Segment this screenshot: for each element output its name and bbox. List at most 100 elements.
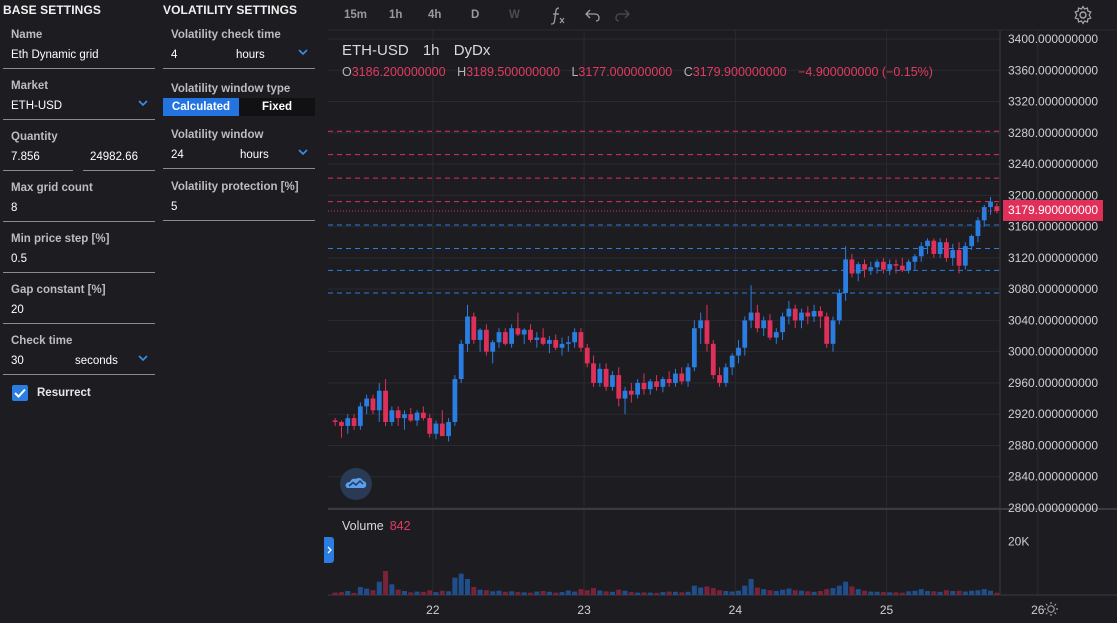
volume-bar xyxy=(805,591,811,595)
interval-15m-button[interactable]: 15m xyxy=(344,9,368,21)
candle-body xyxy=(773,332,779,338)
candle-body xyxy=(572,332,578,343)
interval-d-button[interactable]: D xyxy=(471,9,480,21)
candle-body xyxy=(515,328,521,335)
candle-body xyxy=(698,320,704,329)
volatility-protection-value[interactable]: 5 xyxy=(171,201,178,213)
price-axis-label: 3000.000000000 xyxy=(1008,345,1098,359)
interval-4h-button[interactable]: 4h xyxy=(428,9,442,21)
min-step-field[interactable]: Min price step [%] 0.5 xyxy=(3,233,155,279)
market-underline xyxy=(3,119,155,120)
name-value[interactable]: Eth Dynamic grid xyxy=(11,49,99,61)
volume-bar xyxy=(565,590,571,595)
candle-body xyxy=(654,381,659,387)
price-axis-label: 2880.000000000 xyxy=(1008,438,1098,452)
min-step-value[interactable]: 0.5 xyxy=(11,253,27,265)
volume-bar xyxy=(836,585,842,595)
check-time-value[interactable]: 30 xyxy=(11,355,24,367)
chart-canvas[interactable]: 3400.000000000 3360.000000000 3320.0000000… xyxy=(328,0,1117,623)
function-icon[interactable] xyxy=(550,6,566,26)
volume-bar xyxy=(376,581,382,595)
volume-bar xyxy=(628,592,634,595)
max-grid-underline xyxy=(3,221,155,222)
candle-body xyxy=(874,261,880,268)
price-axis-label: 3320.000000000 xyxy=(1008,95,1098,109)
tradingview-logo-icon[interactable] xyxy=(340,468,372,500)
close-label: C xyxy=(683,65,693,79)
candle-body xyxy=(862,264,867,270)
candle-body xyxy=(666,379,672,383)
check-time-unit[interactable]: seconds xyxy=(75,355,118,367)
volume-bar xyxy=(710,588,716,595)
volatility-window-field[interactable]: Volatility window 24 hours xyxy=(163,129,315,175)
volume-bar xyxy=(616,589,622,595)
redo-icon[interactable] xyxy=(614,8,630,22)
volume-bar xyxy=(761,589,767,595)
chevron-down-icon[interactable] xyxy=(138,98,148,108)
sun-settings-icon[interactable] xyxy=(1043,601,1059,617)
candle-body xyxy=(420,412,426,419)
check-time-field[interactable]: Check time 30 seconds xyxy=(3,335,155,381)
price-chart[interactable]: 15m 1h 4h D W 3400.000000000 3360.0000000… xyxy=(324,0,1117,623)
collapse-panel-button[interactable] xyxy=(324,537,334,563)
market-value[interactable]: ETH-USD xyxy=(11,100,63,112)
name-field[interactable]: Name Eth Dynamic grid xyxy=(3,29,155,75)
candle-body xyxy=(408,414,414,421)
candle-body xyxy=(836,293,842,321)
candle-body xyxy=(565,342,571,344)
volatility-window-value[interactable]: 24 xyxy=(171,149,184,161)
candle-body xyxy=(767,320,773,338)
chevron-down-icon[interactable] xyxy=(138,353,148,363)
volume-bar xyxy=(855,589,861,595)
candle-body xyxy=(471,316,477,340)
volume-bar xyxy=(988,590,994,595)
volatility-check-time-field[interactable]: Volatility check time 4 hours xyxy=(163,29,315,75)
volatility-check-time-value[interactable]: 4 xyxy=(171,49,178,61)
high-value: 3189.500000000 xyxy=(466,65,560,79)
volume-bar xyxy=(899,592,905,595)
min-step-underline xyxy=(3,272,155,273)
volatility-protection-field[interactable]: Volatility protection [%] 5 xyxy=(163,181,315,227)
price-axis-label: 3240.000000000 xyxy=(1008,157,1098,171)
price-axis-label: 2800.000000000 xyxy=(1008,501,1098,515)
chevron-down-icon[interactable] xyxy=(298,147,308,157)
market-select[interactable]: Market ETH-USD xyxy=(3,80,155,126)
volatility-check-time-unit[interactable]: hours xyxy=(236,49,265,61)
gap-value[interactable]: 20 xyxy=(11,304,24,316)
max-grid-value[interactable]: 8 xyxy=(11,202,18,214)
volatility-window-type-toggle[interactable]: Calculated Fixed xyxy=(163,98,315,116)
quantity-field[interactable]: Quantity 7.856 24982.66 xyxy=(3,131,155,177)
candle-body xyxy=(950,250,956,258)
candle-body xyxy=(729,355,735,368)
gap-label: Gap constant [%] xyxy=(11,284,106,296)
time-axis-label: 23 xyxy=(577,603,591,617)
volatility-window-label: Volatility window xyxy=(171,129,264,141)
interval-w-button[interactable]: W xyxy=(509,9,520,21)
price-axis-label: 3080.000000000 xyxy=(1008,282,1098,296)
volume-bar xyxy=(578,589,584,595)
resurrect-checkbox[interactable] xyxy=(12,385,28,401)
volume-bar xyxy=(918,589,924,595)
quantity-usd-value[interactable]: 24982.66 xyxy=(90,151,138,163)
interval-1h-button[interactable]: 1h xyxy=(389,9,403,21)
gear-icon[interactable] xyxy=(1073,5,1093,25)
fixed-option[interactable]: Fixed xyxy=(261,101,293,113)
volume-bar xyxy=(515,592,521,595)
candle-body xyxy=(685,367,691,382)
gap-field[interactable]: Gap constant [%] 20 xyxy=(3,284,155,330)
volume-bar xyxy=(389,584,395,595)
volume-bar xyxy=(698,587,704,595)
max-grid-field[interactable]: Max grid count 8 xyxy=(3,182,155,228)
volume-bar xyxy=(666,591,672,595)
candle-body xyxy=(603,368,609,387)
volume-bar xyxy=(931,591,937,595)
undo-icon[interactable] xyxy=(585,8,601,22)
quantity-value[interactable]: 7.856 xyxy=(11,151,40,163)
candle-body xyxy=(824,316,830,344)
chevron-down-icon[interactable] xyxy=(298,47,308,57)
calculated-option[interactable]: Calculated xyxy=(163,98,239,116)
candle-body xyxy=(679,373,685,382)
volatility-window-unit[interactable]: hours xyxy=(240,149,269,161)
candle-body xyxy=(584,347,590,364)
candle-body xyxy=(906,261,912,271)
